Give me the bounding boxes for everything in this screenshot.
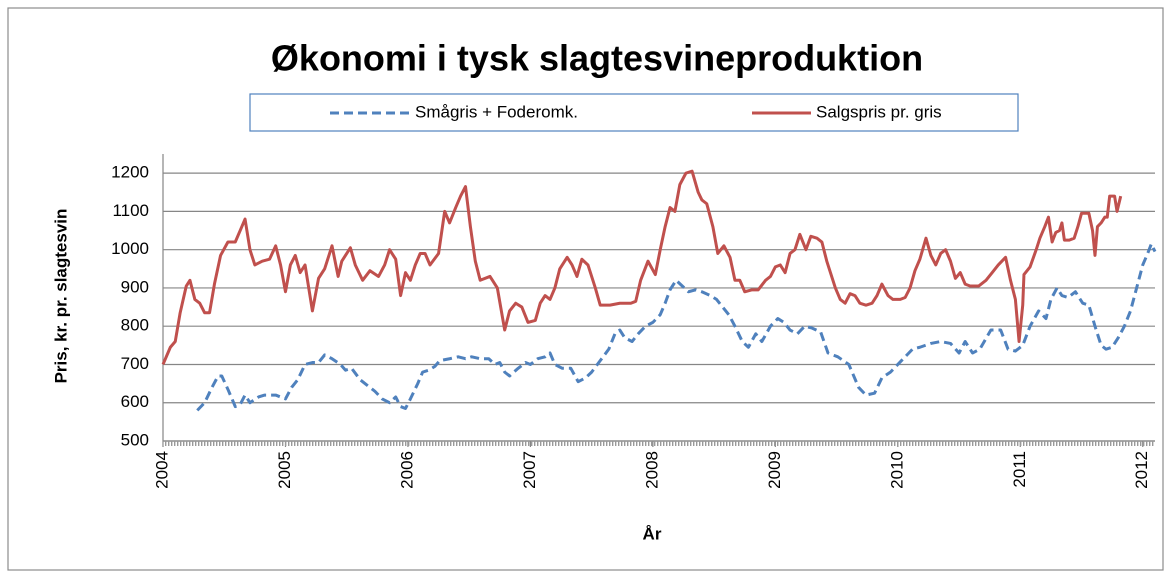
x-tick-label: 2008 <box>642 451 661 489</box>
x-tick-label: 2012 <box>1132 451 1151 489</box>
x-tick-label: 2011 <box>1010 451 1029 488</box>
legend: Smågris + Foderomk. Salgspris pr. gris <box>249 93 1019 132</box>
y-tick-label: 1100 <box>112 201 149 220</box>
y-tick-label: 600 <box>121 392 149 411</box>
legend-label: Smågris + Foderomk. <box>415 102 578 121</box>
y-tick-label: 900 <box>121 277 149 296</box>
y-tick-label: 1000 <box>111 239 149 258</box>
x-axis-label: År <box>643 524 662 543</box>
legend-label: Salgspris pr. gris <box>816 102 942 121</box>
y-axis-label: Pris, kr. pr. slagtesvin <box>51 209 70 384</box>
chart-border <box>7 7 1164 571</box>
series-line <box>161 169 1123 366</box>
x-tick-label: 2006 <box>397 451 416 489</box>
x-tick-label: 2009 <box>765 451 784 489</box>
series-line <box>196 242 1157 412</box>
chart-title: Økonomi i tysk slagtesvineproduktion <box>271 38 923 79</box>
x-tick-label: 2007 <box>520 451 539 489</box>
x-tick-label: 2005 <box>275 451 294 489</box>
y-tick-label: 1200 <box>111 163 149 182</box>
y-tick-label: 700 <box>121 354 149 373</box>
y-tick-label: 800 <box>121 316 149 335</box>
y-tick-label: 500 <box>121 430 149 449</box>
x-tick-label: 2010 <box>887 451 906 489</box>
plot-area <box>161 169 1157 412</box>
x-axis-minor-ticks <box>163 441 1155 446</box>
x-tick-label: 2004 <box>152 451 171 489</box>
